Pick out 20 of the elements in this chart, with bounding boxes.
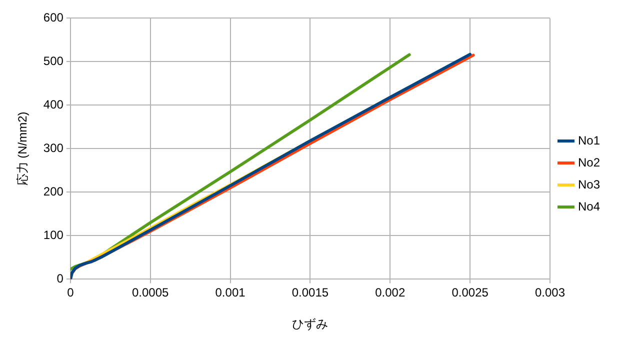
y-tick-label: 100 xyxy=(43,228,64,242)
legend-label: No3 xyxy=(578,177,600,192)
x-tick-label: 0.0005 xyxy=(132,286,170,300)
x-tick-label: 0 xyxy=(67,286,74,300)
y-tick-label: 400 xyxy=(43,98,64,112)
x-tick-label: 0.0025 xyxy=(452,286,489,300)
y-tick-label: 0 xyxy=(56,272,64,286)
legend-label: No2 xyxy=(578,155,600,170)
y-tick-label: 500 xyxy=(43,54,64,68)
x-tick-label: 0.0015 xyxy=(292,286,329,300)
legend-label: No1 xyxy=(578,133,600,148)
x-tick-label: 0.002 xyxy=(375,286,406,300)
y-tick-label: 300 xyxy=(43,141,64,156)
x-tick-label: 0.003 xyxy=(534,286,566,300)
y-tick-label: 200 xyxy=(43,184,64,199)
x-tick-label: 0.001 xyxy=(215,286,246,300)
y-axis-title: 応力 (N/mm2) xyxy=(16,112,30,186)
legend-label: No4 xyxy=(578,199,600,214)
x-axis-title: ひずみ xyxy=(292,317,328,332)
y-tick-label: 600 xyxy=(43,10,64,25)
